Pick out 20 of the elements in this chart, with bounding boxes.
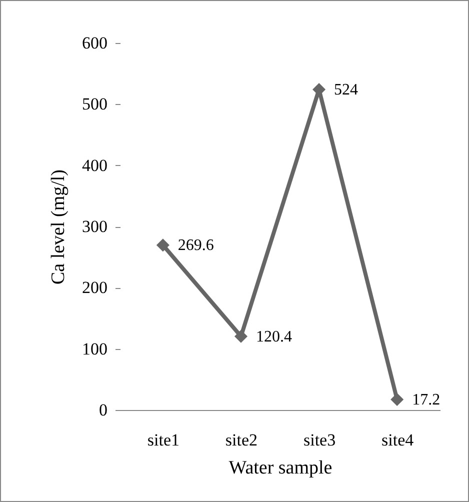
x-tick-label: site1 [147,430,180,450]
x-tick-label: site4 [382,430,414,450]
x-axis-title: Water sample [228,458,332,478]
data-label: 269.6 [178,237,214,254]
y-tick-label: 0 [99,400,108,420]
data-label: 17.2 [412,391,440,408]
y-tick-label: 300 [82,217,108,236]
data-label: 120.4 [256,328,292,346]
data-label: 524 [334,81,358,98]
y-tick-label: 200 [82,278,108,298]
point [156,238,170,252]
y-tick-label: 400 [82,156,108,175]
point [234,330,248,343]
y-axis-title: Ca level (mg/l) [48,169,69,285]
y-tick-label: 100 [82,339,108,358]
y-tick-label: 500 [82,94,108,114]
x-tick-label: site3 [303,430,336,450]
x-tick-label: site2 [225,430,258,450]
point [390,392,404,406]
y-tick-label: 600 [82,34,108,52]
